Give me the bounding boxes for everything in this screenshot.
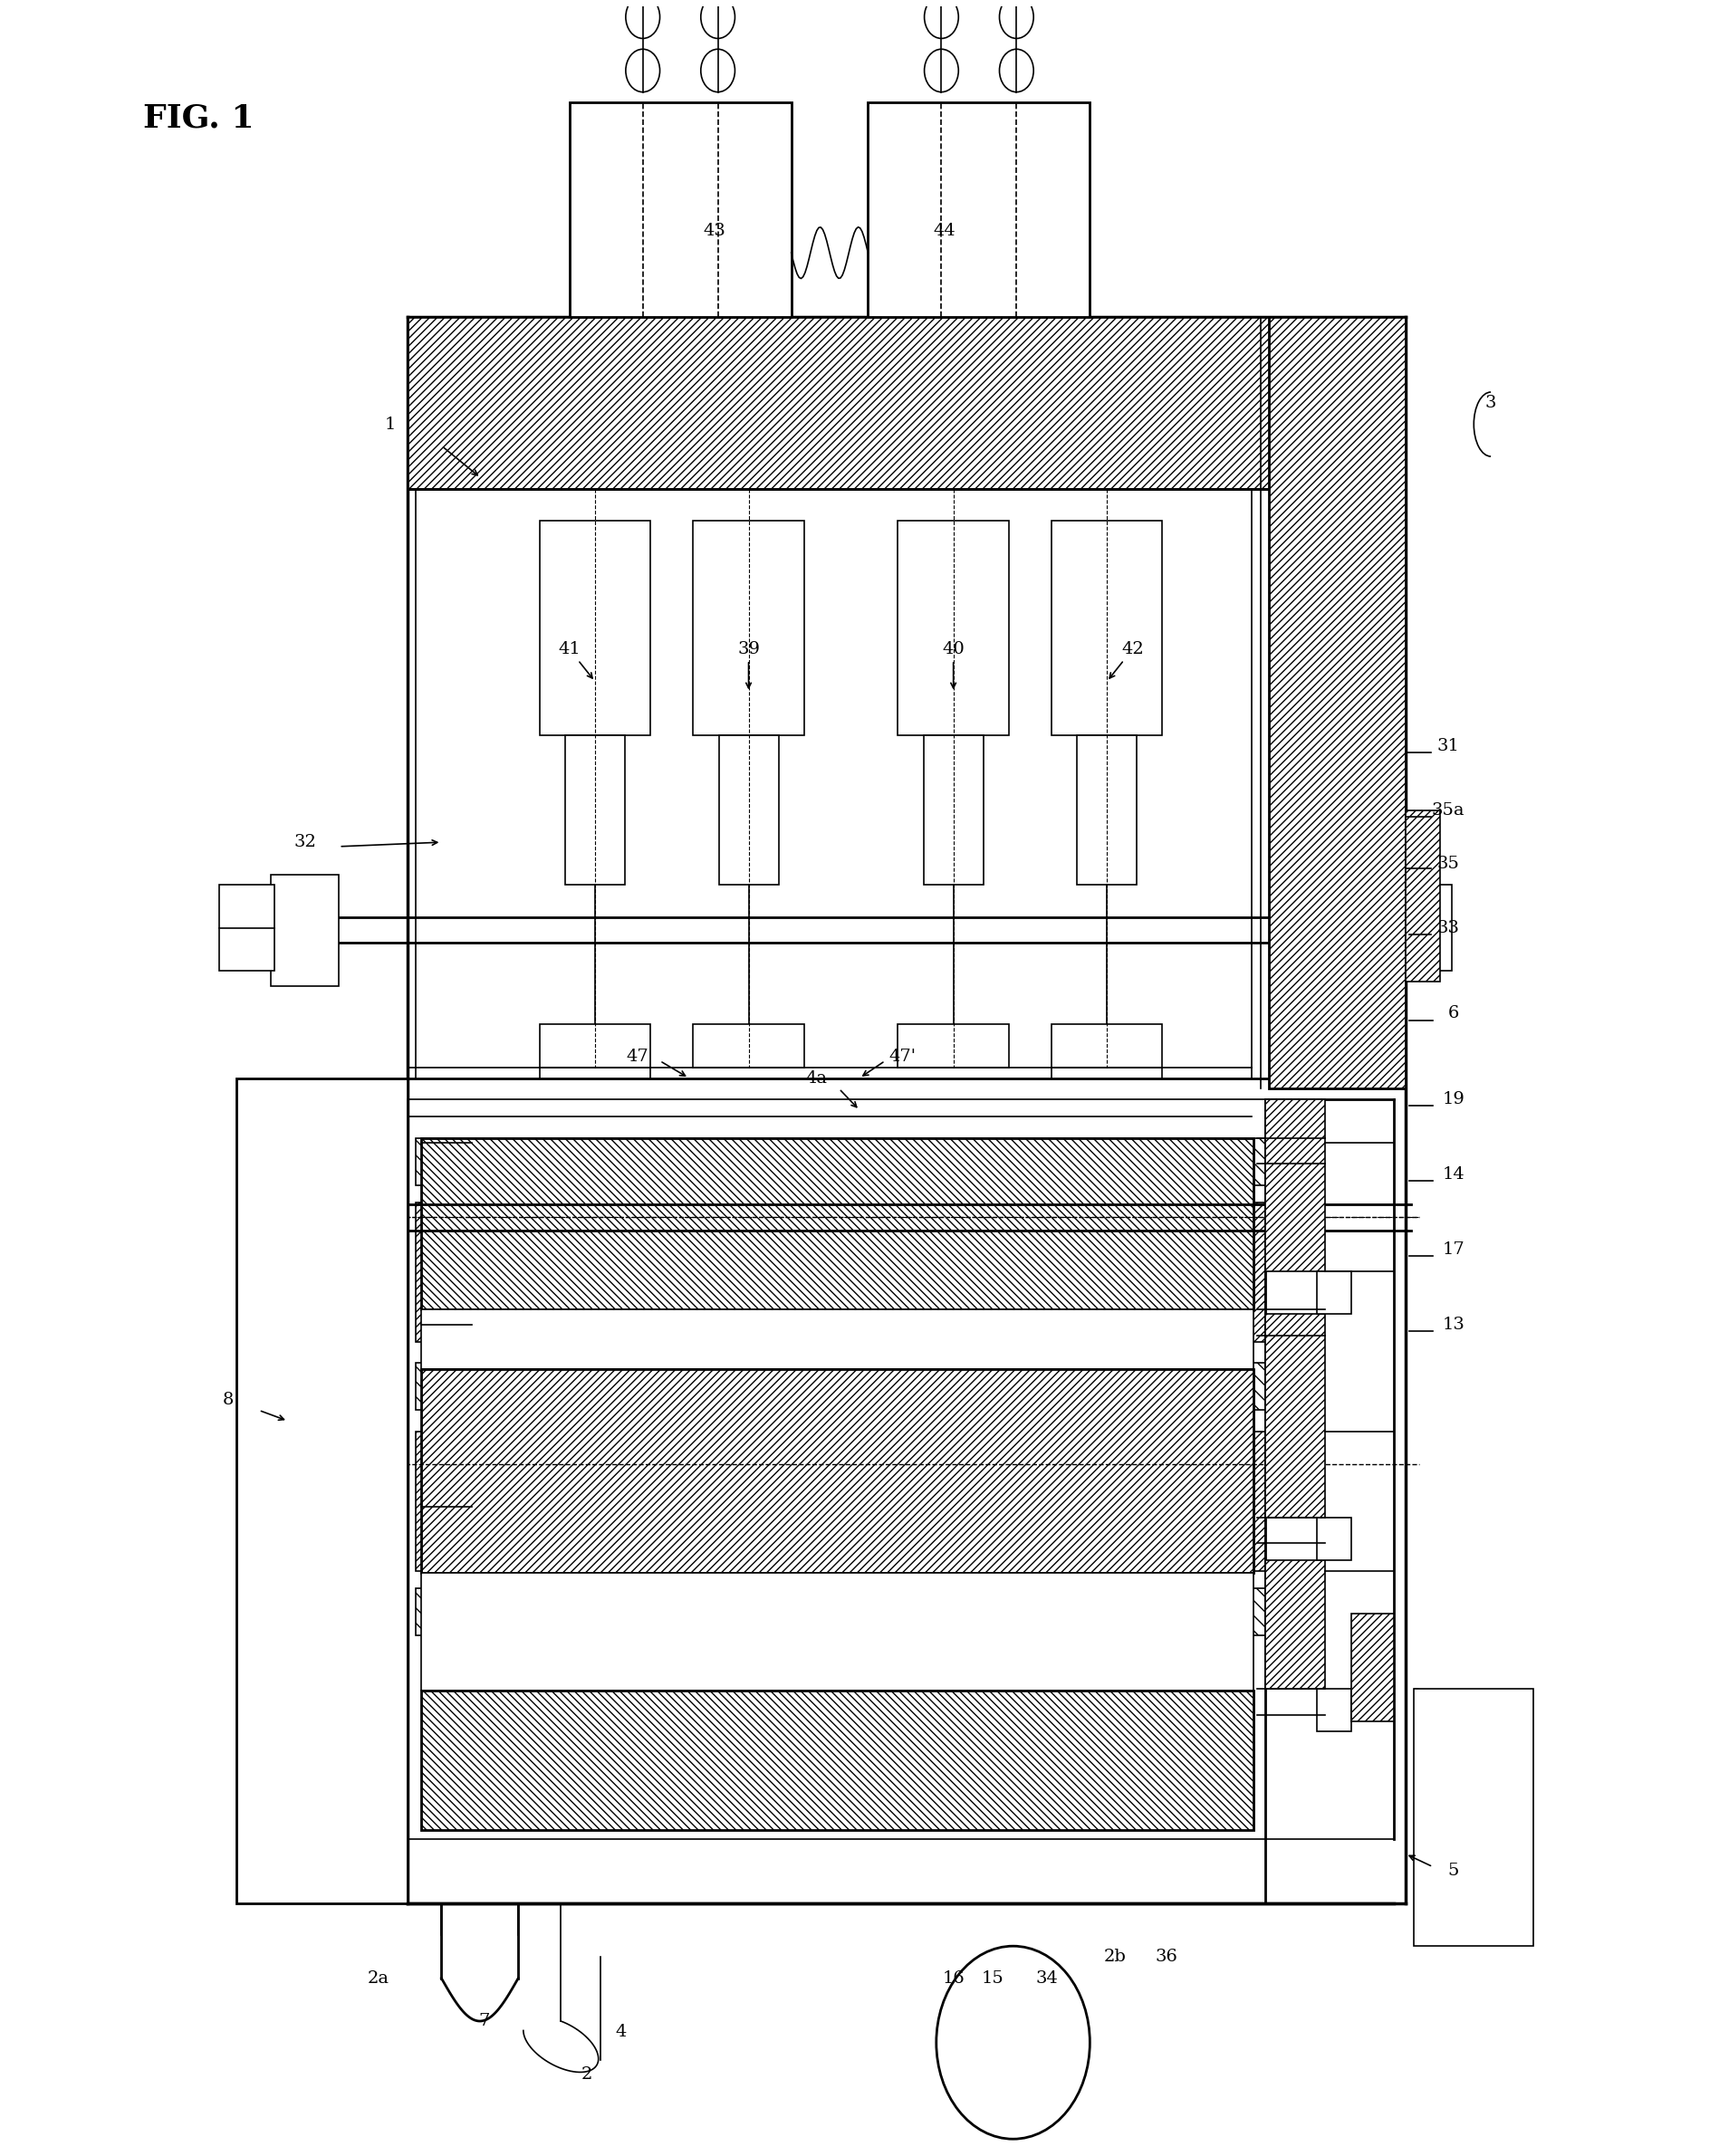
Bar xyxy=(540,522,650,735)
Bar xyxy=(569,103,791,317)
Bar xyxy=(237,1078,407,1904)
Text: 8: 8 xyxy=(222,1391,234,1408)
Text: 43: 43 xyxy=(703,224,725,239)
Text: 1: 1 xyxy=(385,416,395,433)
Text: 35: 35 xyxy=(1437,856,1459,871)
Text: 44: 44 xyxy=(933,224,956,239)
Text: 35a: 35a xyxy=(1432,802,1465,819)
Bar xyxy=(1265,1100,1325,1270)
Bar xyxy=(416,1432,1265,1572)
Bar xyxy=(566,735,626,886)
Text: 6: 6 xyxy=(1447,1005,1459,1022)
Text: 42: 42 xyxy=(1121,640,1143,658)
Text: 34: 34 xyxy=(1037,1971,1059,1986)
Bar xyxy=(421,1574,1253,1690)
Bar xyxy=(272,875,339,985)
Bar xyxy=(1415,1688,1533,1947)
Text: 7: 7 xyxy=(478,2014,490,2029)
Bar xyxy=(897,1024,1009,1067)
Bar xyxy=(416,1589,1265,1634)
Text: 4: 4 xyxy=(615,2024,626,2040)
Bar xyxy=(220,886,275,970)
Bar xyxy=(1406,811,1441,981)
Text: 33: 33 xyxy=(1437,921,1459,936)
Text: 16: 16 xyxy=(942,1971,964,1986)
Bar xyxy=(416,1203,1265,1341)
Bar xyxy=(416,1138,1265,1186)
Bar xyxy=(407,317,1406,489)
Bar xyxy=(693,1024,804,1067)
Text: 39: 39 xyxy=(737,640,760,658)
Bar xyxy=(1052,1024,1162,1067)
Text: 2: 2 xyxy=(581,2068,591,2083)
Text: 2a: 2a xyxy=(368,1971,388,1986)
Bar xyxy=(719,735,779,886)
Text: 4a: 4a xyxy=(806,1069,829,1087)
Bar xyxy=(421,1138,1253,1309)
Text: 3: 3 xyxy=(1485,395,1497,412)
Text: 15: 15 xyxy=(982,1971,1004,1986)
Bar xyxy=(540,1024,650,1067)
Bar xyxy=(421,1690,1253,1830)
Bar xyxy=(421,1309,1253,1369)
Text: 14: 14 xyxy=(1442,1166,1465,1184)
Bar xyxy=(693,522,804,735)
Bar xyxy=(868,103,1090,317)
Bar xyxy=(923,735,983,886)
Text: 41: 41 xyxy=(559,640,581,658)
Bar xyxy=(416,1363,1265,1410)
Text: 2b: 2b xyxy=(1104,1949,1126,1964)
Text: 13: 13 xyxy=(1442,1317,1465,1332)
Text: 47': 47' xyxy=(889,1048,916,1065)
Bar xyxy=(1351,1615,1394,1720)
Text: 47: 47 xyxy=(626,1048,648,1065)
Text: FIG. 1: FIG. 1 xyxy=(143,103,254,134)
Text: 36: 36 xyxy=(1155,1949,1178,1964)
Bar xyxy=(897,522,1009,735)
Text: 17: 17 xyxy=(1442,1242,1465,1257)
Bar xyxy=(1078,735,1136,886)
Bar xyxy=(1265,1561,1325,1688)
Bar xyxy=(1317,1518,1351,1561)
Bar xyxy=(1317,1688,1351,1731)
Text: 31: 31 xyxy=(1437,737,1459,755)
Bar xyxy=(1265,1313,1325,1518)
Text: 5: 5 xyxy=(1447,1863,1459,1880)
Text: 40: 40 xyxy=(942,640,964,658)
Bar xyxy=(1317,1270,1351,1313)
Text: 32: 32 xyxy=(294,834,316,849)
Bar xyxy=(1269,317,1406,1089)
Bar xyxy=(421,1369,1253,1574)
Bar xyxy=(1415,886,1451,970)
Bar xyxy=(1052,522,1162,735)
Text: 19: 19 xyxy=(1442,1091,1465,1108)
